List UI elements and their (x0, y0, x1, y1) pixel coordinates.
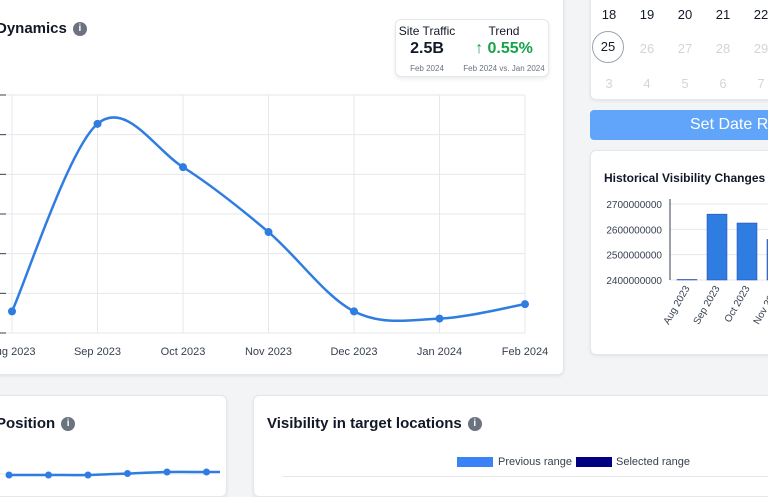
legend-selected-swatch (576, 457, 612, 467)
data-point[interactable] (203, 468, 210, 476)
bar[interactable] (736, 222, 758, 281)
x-tick-label: Sep 2023 (74, 346, 121, 358)
position-title-text: Position (0, 415, 56, 432)
x-tick-label: Aug 2023 (662, 284, 693, 327)
calendar-day[interactable]: 22 (753, 7, 768, 22)
bar[interactable] (676, 279, 698, 281)
calendar-day[interactable]: 7 (757, 76, 765, 91)
calendar-day[interactable]: 26 (639, 41, 655, 56)
data-point[interactable] (8, 307, 16, 316)
calendar-selected-day[interactable]: 25 (592, 31, 624, 63)
trend-label: Trend (488, 24, 520, 38)
dynamics-line-chart: Aug 2023 Sep 2023 Oct 2023 Nov 2023 Dec 2023… (0, 94, 548, 358)
data-point[interactable] (45, 471, 52, 479)
data-point[interactable] (179, 163, 187, 172)
y-tick-label: 2600000000 (606, 225, 662, 236)
legend-previous-label: Previous range (498, 456, 572, 468)
calendar-day[interactable]: 21 (715, 7, 731, 22)
historical-bar-chart: 2700000000 2600000000 2500000000 2400000000… (606, 199, 768, 327)
calendar-day[interactable]: 5 (681, 76, 689, 91)
x-tick-label: Nov 2023 (245, 346, 292, 358)
visibility-card (253, 395, 768, 497)
calendar-day[interactable]: 4 (643, 76, 651, 91)
x-tick-label: Aug 2023 (0, 346, 36, 358)
data-point[interactable] (84, 471, 92, 479)
calendar-day[interactable]: 28 (715, 41, 731, 56)
trend-value-row: ↑ 0.55% (460, 40, 548, 58)
y-tick-label: 2500000000 (606, 251, 662, 262)
calendar-day[interactable]: 6 (719, 76, 727, 91)
y-tick-label: 2700000000 (606, 200, 662, 211)
x-tick-label: Nov 2023 (752, 284, 768, 327)
series-line (10, 116, 526, 323)
x-tick-label: Oct 2023 (723, 284, 753, 325)
data-point[interactable] (5, 471, 13, 479)
x-tick-label: Dec 2023 (330, 346, 377, 358)
x-tick-label: Sep 2023 (692, 284, 723, 327)
visibility-title-text: Visibility in target locations (267, 415, 462, 432)
legend-previous-swatch (457, 457, 493, 467)
bar[interactable] (706, 213, 728, 281)
trend-period: Feb 2024 vs. Jan 2024 (463, 64, 545, 73)
data-point[interactable] (93, 119, 102, 128)
data-point[interactable] (350, 307, 358, 316)
y-tick-label: 2400000000 (606, 276, 662, 287)
info-icon[interactable]: i (61, 417, 76, 432)
set-date-range-button[interactable]: Set Date Ro (590, 110, 768, 140)
dynamics-title-text: Dynamics (0, 20, 67, 37)
trend-value: 0.55% (487, 40, 533, 57)
data-point[interactable] (521, 300, 529, 309)
visibility-title: Visibility in target locations i (267, 415, 482, 433)
calendar-day[interactable]: 18 (601, 7, 617, 22)
calendar-day[interactable]: 27 (677, 41, 693, 56)
position-title: Position i (0, 415, 76, 433)
site-traffic-block: Site Traffic 2.5B Feb 2024 (396, 24, 458, 73)
data-point[interactable] (124, 470, 131, 477)
kpi-box: Site Traffic 2.5B Feb 2024 Trend ↑ 0.55%… (395, 19, 549, 77)
calendar-day[interactable]: 20 (677, 7, 693, 22)
calendar-day[interactable]: 19 (639, 7, 655, 22)
calendar-day[interactable]: 3 (605, 76, 613, 91)
data-point[interactable] (163, 468, 171, 476)
x-tick-label: Oct 2023 (161, 346, 206, 358)
info-icon[interactable]: i (72, 22, 87, 37)
site-traffic-label: Site Traffic (398, 24, 456, 38)
position-line-chart (0, 468, 220, 479)
dynamics-title: Dynamics i (0, 20, 87, 38)
historical-title: Historical Visibility Changes (604, 171, 766, 185)
visibility-chart-divider (282, 476, 768, 477)
site-traffic-value: 2.5B (410, 40, 444, 57)
arrow-up-icon: ↑ (475, 40, 484, 57)
trend-block: Trend ↑ 0.55% Feb 2024 vs. Jan 2024 (460, 24, 548, 73)
site-traffic-period: Feb 2024 (410, 64, 444, 73)
data-point[interactable] (435, 314, 444, 323)
legend-selected-label: Selected range (616, 456, 690, 468)
x-tick-label: Jan 2024 (417, 346, 462, 358)
info-icon[interactable]: i (467, 417, 482, 432)
calendar-day[interactable]: 29 (753, 41, 768, 56)
data-point[interactable] (264, 228, 273, 237)
x-tick-label: Feb 2024 (502, 346, 548, 358)
